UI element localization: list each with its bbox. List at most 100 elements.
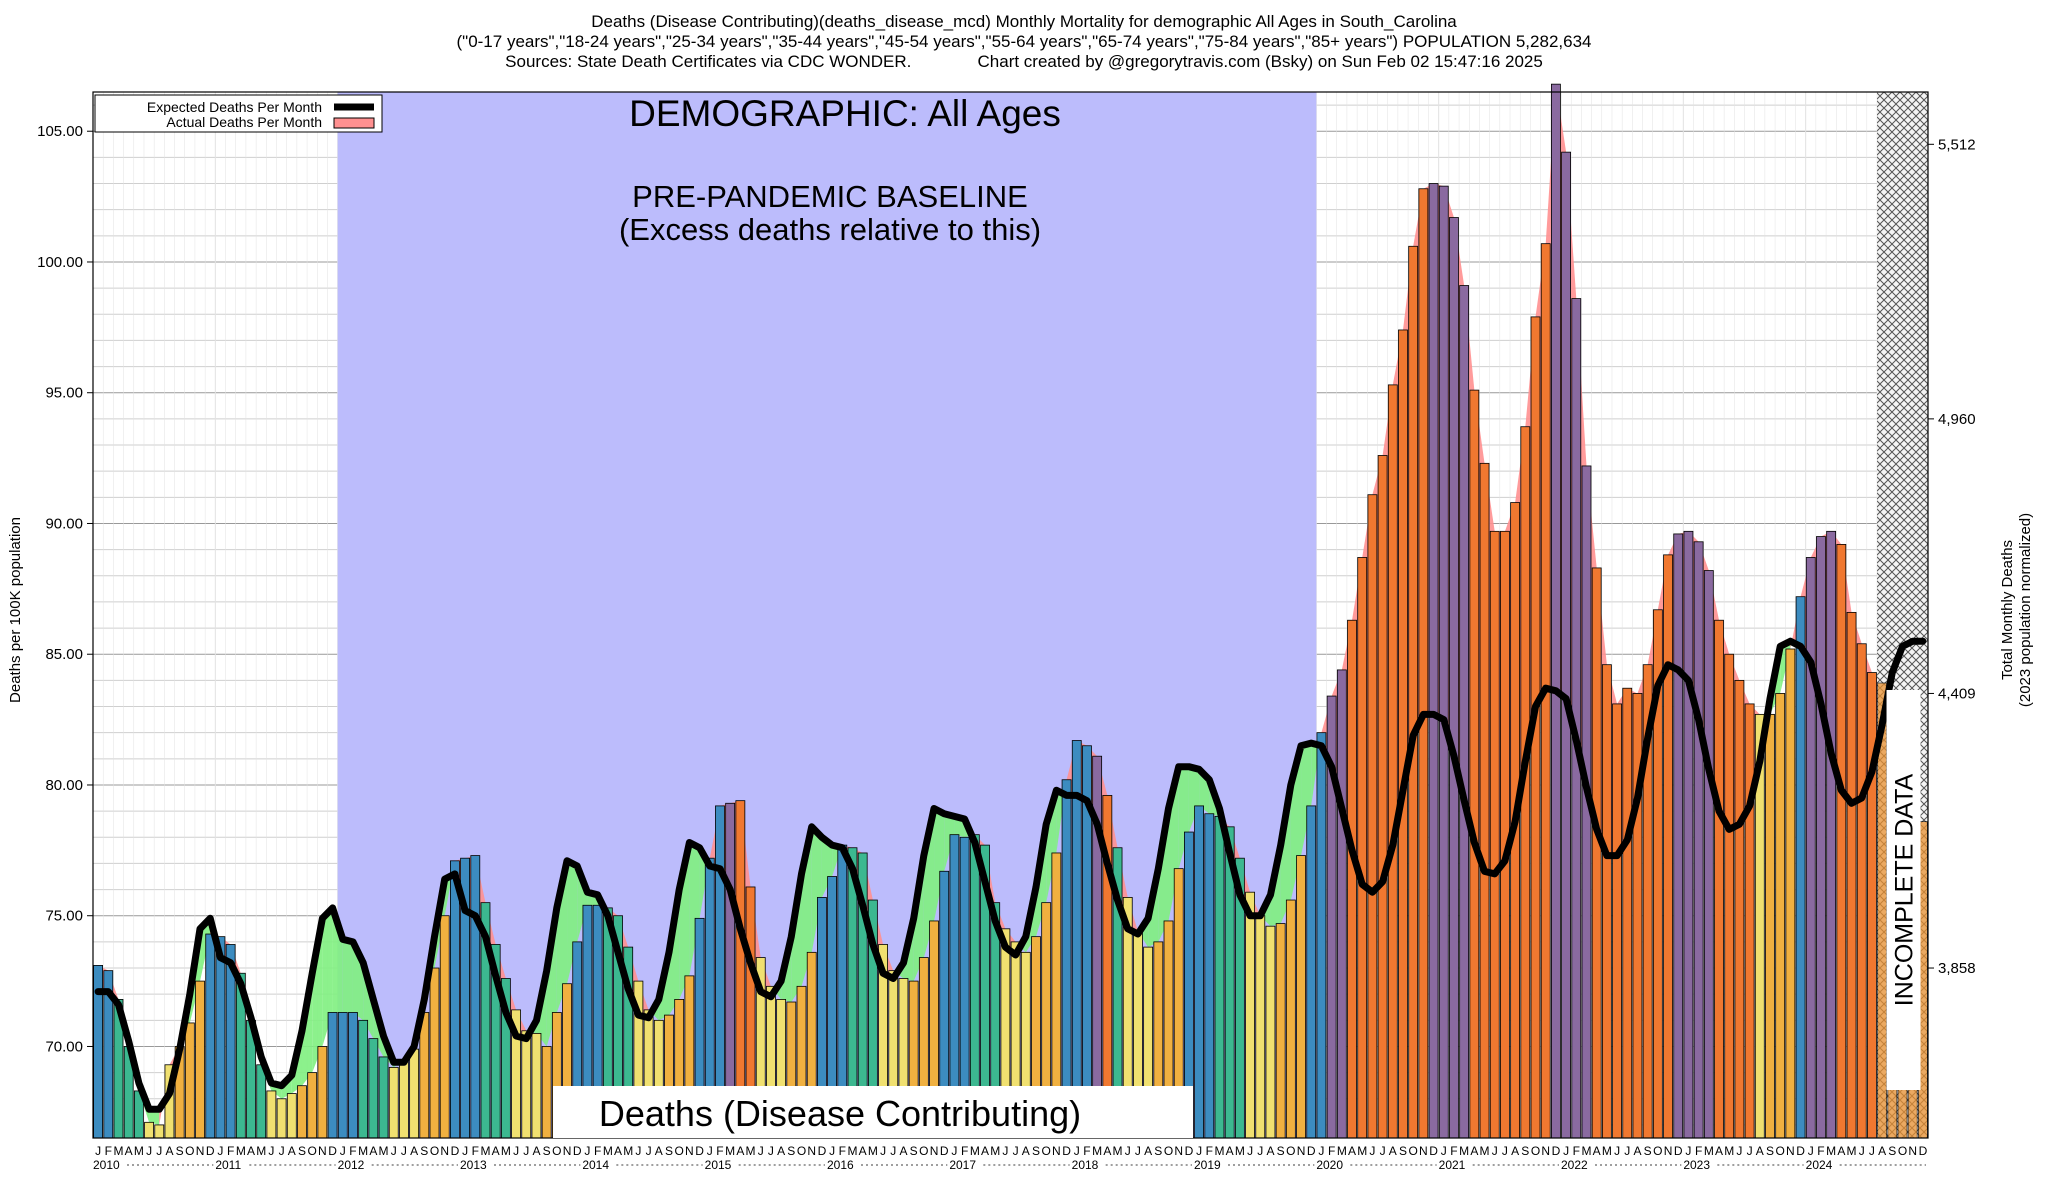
month-label: J xyxy=(880,1144,886,1158)
y-tick-label: 85.00 xyxy=(45,646,83,663)
bar xyxy=(439,915,450,1139)
month-label: N xyxy=(1052,1144,1061,1158)
bar xyxy=(1061,779,1072,1139)
month-label: J xyxy=(1013,1144,1019,1158)
month-label: J xyxy=(584,1144,590,1158)
month-label: J xyxy=(1125,1144,1131,1158)
y-tick-label: 90.00 xyxy=(45,515,83,532)
month-label: A xyxy=(1022,1144,1030,1158)
month-label: A xyxy=(1633,1144,1641,1158)
bar xyxy=(337,1012,348,1139)
month-label: J xyxy=(1196,1144,1202,1158)
y-axis-label: Deaths per 100K population xyxy=(7,517,24,703)
deficit-area xyxy=(821,837,833,898)
bar xyxy=(541,1046,552,1139)
year-label: 2022 xyxy=(1561,1158,1588,1172)
chart-title: Deaths (Disease Contributing)(deaths_dis… xyxy=(591,12,1457,31)
month-label: S xyxy=(420,1144,428,1158)
month-label: A xyxy=(1103,1144,1111,1158)
month-label: J xyxy=(1859,1144,1865,1158)
month-label: D xyxy=(695,1144,704,1158)
month-label: A xyxy=(165,1144,173,1158)
month-label: D xyxy=(940,1144,949,1158)
bar xyxy=(1622,687,1633,1139)
month-label: J xyxy=(146,1144,152,1158)
deficit-area xyxy=(322,907,333,1047)
month-label: J xyxy=(268,1144,274,1158)
month-label: D xyxy=(573,1144,582,1158)
deficit-area xyxy=(577,866,588,942)
month-label: M xyxy=(256,1144,266,1158)
legend-actual-swatch xyxy=(333,117,375,129)
y-tick-label: 105.00 xyxy=(37,123,83,140)
deficit-area xyxy=(944,813,955,872)
month-label: A xyxy=(1389,1144,1397,1158)
month-label: M xyxy=(623,1144,633,1158)
month-label: M xyxy=(1724,1144,1734,1158)
month-label: M xyxy=(480,1144,490,1158)
month-label: D xyxy=(1919,1144,1928,1158)
month-label: O xyxy=(1409,1144,1418,1158)
month-label: N xyxy=(1664,1144,1673,1158)
month-label: F xyxy=(716,1144,723,1158)
month-label: J xyxy=(635,1144,641,1158)
bar xyxy=(429,967,440,1139)
year-label: 2018 xyxy=(1072,1158,1099,1172)
month-label: O xyxy=(1286,1144,1295,1158)
month-label: J xyxy=(1247,1144,1253,1158)
y-right-tick-label: 3,858 xyxy=(1938,960,1976,977)
bar xyxy=(154,1124,165,1139)
month-label: O xyxy=(1531,1144,1540,1158)
month-label: M xyxy=(1214,1144,1224,1158)
bar xyxy=(195,980,205,1139)
month-label: A xyxy=(1470,1144,1478,1158)
year-label: 2011 xyxy=(215,1158,241,1172)
month-label: D xyxy=(1062,1144,1071,1158)
bar xyxy=(1449,217,1459,1139)
month-label: M xyxy=(1826,1144,1836,1158)
bar xyxy=(1846,611,1857,1139)
month-label: M xyxy=(1480,1144,1490,1158)
month-label: J xyxy=(951,1144,957,1158)
y-tick-label: 70.00 xyxy=(45,1038,83,1055)
month-label: M xyxy=(501,1144,511,1158)
month-label: F xyxy=(1573,1144,1580,1158)
bar xyxy=(286,1093,297,1139)
month-label: J xyxy=(1074,1144,1080,1158)
month-label: N xyxy=(318,1144,327,1158)
bar xyxy=(409,1048,420,1139)
month-label: M xyxy=(379,1144,389,1158)
bar xyxy=(1214,815,1225,1139)
bar xyxy=(1601,664,1612,1139)
incomplete-label-group: INCOMPLETE DATA xyxy=(1886,690,1921,1090)
month-label: S xyxy=(1032,1144,1040,1158)
month-label: J xyxy=(217,1144,223,1158)
month-label: A xyxy=(410,1144,418,1158)
month-label: A xyxy=(288,1144,296,1158)
month-label: M xyxy=(134,1144,144,1158)
month-label: F xyxy=(1695,1144,1702,1158)
month-label: J xyxy=(1736,1144,1742,1158)
month-label: M xyxy=(1235,1144,1245,1158)
bar xyxy=(1744,703,1755,1139)
month-label: S xyxy=(787,1144,795,1158)
month-label: O xyxy=(185,1144,194,1158)
bar xyxy=(1663,554,1673,1139)
month-label: S xyxy=(665,1144,673,1158)
deficit-area xyxy=(444,860,455,916)
y-right-tick-label: 5,512 xyxy=(1938,136,1976,153)
bar xyxy=(399,1059,409,1139)
year-label: 2023 xyxy=(1683,1158,1710,1172)
bar xyxy=(419,1012,430,1139)
bar xyxy=(368,1038,379,1139)
bar xyxy=(1459,285,1470,1139)
month-label: N xyxy=(1174,1144,1183,1158)
month-label: A xyxy=(899,1144,907,1158)
month-label: J xyxy=(768,1144,774,1158)
bar xyxy=(1856,643,1867,1139)
month-label: N xyxy=(563,1144,572,1158)
month-label: A xyxy=(1715,1144,1723,1158)
month-label: S xyxy=(543,1144,551,1158)
bar xyxy=(1693,541,1704,1139)
month-label: A xyxy=(981,1144,989,1158)
